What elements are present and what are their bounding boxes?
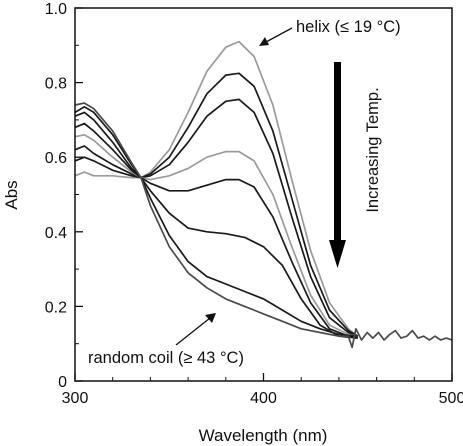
temperature-arrowhead [329, 240, 346, 268]
y-tick-label-0.4: 0.4 [45, 225, 67, 242]
series-layer [74, 40, 453, 349]
y-tick-label-0.8: 0.8 [45, 76, 67, 93]
helix-arrow-line [265, 27, 293, 43]
y-tick-label-0.6: 0.6 [45, 150, 67, 167]
x-tick-label-300: 300 [62, 390, 89, 407]
x-tick-label-500: 500 [439, 390, 463, 407]
helix-arrowhead [259, 37, 269, 46]
coil-arrow-line [175, 317, 211, 346]
ticks-layer: 300 400 500 0 0.2 0.4 0.6 0.8 1.0 [45, 1, 463, 407]
series-line-3 [74, 98, 359, 337]
coil-annotation: random coil (≥ 43 °C) [88, 349, 244, 367]
temperature-annotation: Increasing Temp. [364, 87, 382, 212]
y-tick-label-0.2: 0.2 [45, 299, 67, 316]
series-line-5 [74, 122, 358, 339]
y-tick-label-1.0: 1.0 [45, 1, 67, 18]
series-line-4 [74, 133, 358, 338]
x-axis-label: Wavelength (nm) [199, 426, 328, 445]
series-line-2 [74, 72, 359, 337]
x-tick-label-400: 400 [250, 390, 277, 407]
plot-frame [74, 7, 453, 382]
y-tick-label-0: 0 [58, 374, 67, 391]
series-line-6 [74, 111, 358, 339]
helix-annotation: helix (≤ 19 °C) [296, 18, 401, 36]
series-line-1 [74, 40, 359, 337]
temperature-arrow-shaft [334, 62, 341, 242]
series-line-8 [74, 102, 453, 349]
series-line-7 [74, 105, 358, 338]
coil-arrowhead [205, 313, 216, 323]
y-axis-label: Abs [2, 180, 21, 209]
